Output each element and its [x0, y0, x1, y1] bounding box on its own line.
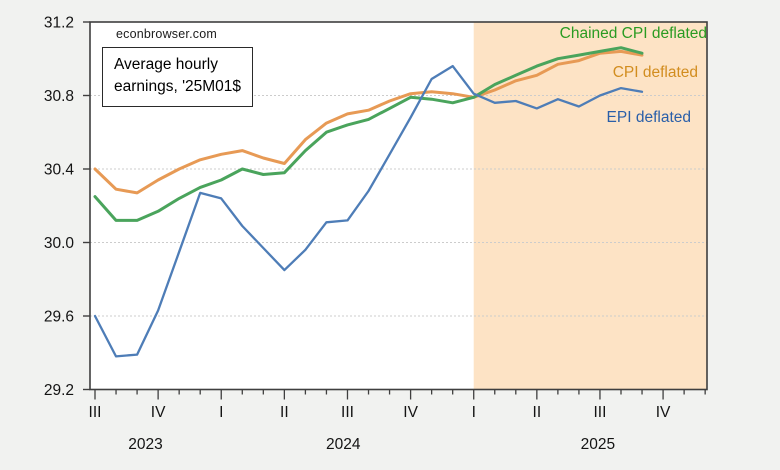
title-line-1: Average hourly	[114, 56, 218, 73]
y-tick-label: 30.0	[44, 235, 75, 252]
x-quarter-label: III	[593, 404, 606, 421]
legend-label-cpi: CPI deflated	[612, 64, 698, 81]
x-year-label: 2024	[326, 436, 361, 453]
x-quarter-label: II	[280, 404, 289, 421]
legend-label-chained-cpi: Chained CPI deflated	[559, 25, 707, 42]
x-quarter-label: I	[219, 404, 223, 421]
legend-label-epi: EPI deflated	[606, 109, 691, 126]
y-tick-label: 29.6	[44, 309, 74, 326]
y-tick-label: 30.4	[44, 162, 75, 179]
x-quarter-label: IV	[656, 404, 671, 421]
title-line-2: earnings, '25M01$	[114, 78, 242, 96]
watermark-text: econbrowser.com	[116, 27, 217, 41]
x-quarter-label: III	[89, 404, 102, 421]
x-quarter-label: I	[472, 404, 476, 421]
chained-cpi-deflated-line	[93, 46, 644, 222]
epi-deflated-line	[93, 64, 644, 358]
x-year-label: 2023	[128, 436, 162, 453]
x-quarter-label: IV	[403, 404, 418, 421]
y-tick-label: 29.2	[44, 382, 74, 399]
cpi-deflated-line	[93, 49, 644, 195]
x-quarter-label: IV	[151, 404, 166, 421]
plot-border	[89, 21, 708, 391]
x-quarter-label: II	[533, 404, 542, 421]
y-tick-label: 30.8	[44, 88, 74, 105]
x-year-label: 2025	[581, 436, 615, 453]
y-tick-label: 31.2	[44, 15, 74, 32]
title-box: Average hourly earnings, '25M01$	[102, 47, 254, 107]
x-quarter-label: III	[341, 404, 354, 421]
